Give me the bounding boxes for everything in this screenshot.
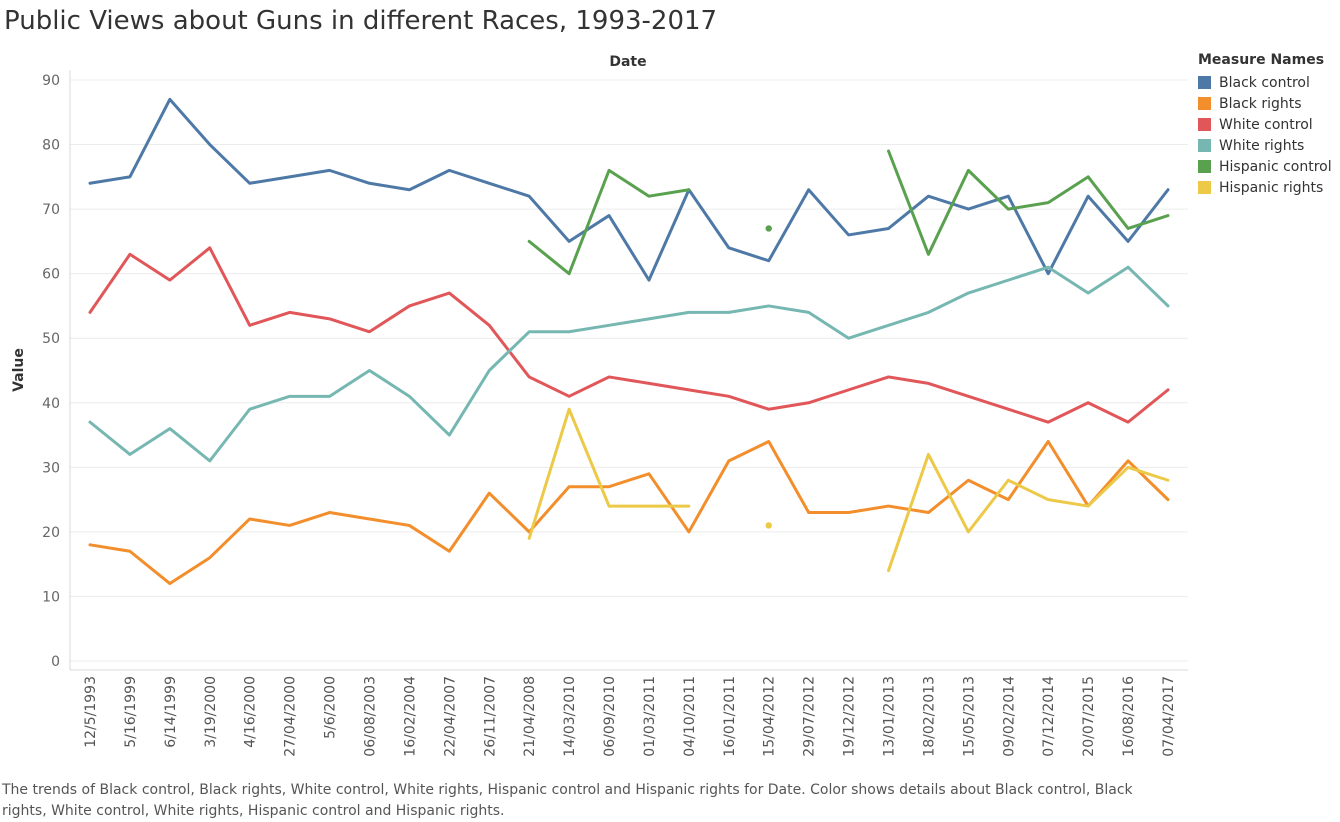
x-tick-labels: 12/5/1993 5/16/1999 6/14/1999 3/19/2000 4/16…: [83, 676, 1177, 757]
y-tick-label: 40: [42, 396, 60, 412]
legend-label: White rights: [1219, 137, 1305, 154]
gridlines: [70, 79, 1188, 662]
y-tick-label: 10: [42, 589, 60, 605]
x-tick-label: 18/02/2013: [921, 676, 937, 757]
x-tick-label: 14/03/2010: [562, 676, 578, 757]
legend-label: Hispanic control: [1219, 158, 1332, 175]
x-tick-label: 16/01/2011: [722, 676, 738, 757]
x-tick-label: 09/02/2014: [1001, 676, 1017, 757]
y-tick-label: 30: [42, 460, 60, 476]
legend-swatch: [1198, 76, 1211, 89]
series-lines: [88, 97, 1170, 586]
legend-label: White control: [1219, 116, 1313, 133]
x-tick-label: 5/6/2000: [323, 676, 339, 739]
legend-label: Black control: [1219, 74, 1310, 91]
x-tick-label: 5/16/1999: [123, 676, 139, 748]
legend-item-hispanic-rights[interactable]: Hispanic rights: [1198, 177, 1332, 198]
x-tick-label: 15/04/2012: [762, 676, 778, 757]
x-tick-label: 21/04/2008: [522, 676, 538, 757]
legend-title: Measure Names: [1198, 52, 1325, 68]
series-line-segment: [88, 265, 1170, 463]
x-tick-label: 01/03/2011: [642, 676, 658, 757]
chart-caption: The trends of Black control, Black right…: [2, 782, 1133, 819]
y-tick-label: 0: [51, 654, 60, 670]
legend-label: Hispanic rights: [1219, 179, 1324, 196]
x-tick-label: 12/5/1993: [83, 676, 99, 748]
legend-item-white-control[interactable]: White control: [1198, 114, 1332, 135]
series-line-segment: [88, 97, 1170, 282]
x-tick-label: 19/12/2012: [842, 676, 858, 757]
x-tick-label: 26/11/2007: [482, 676, 498, 757]
x-tick-label: 16/02/2004: [402, 676, 418, 757]
y-axis-title: Value: [11, 348, 27, 392]
x-tick-label: 22/04/2007: [442, 676, 458, 757]
x-tick-label: 20/07/2015: [1081, 676, 1097, 757]
legend-label: Black rights: [1219, 95, 1302, 112]
legend-swatch: [1198, 139, 1211, 152]
legend-item-hispanic-control[interactable]: Hispanic control: [1198, 156, 1332, 177]
series-line-segment: [887, 452, 1170, 573]
legend: Measure Names Black control Black rights…: [1198, 52, 1332, 198]
series-point: [765, 225, 772, 232]
legend-item-black-control[interactable]: Black control: [1198, 72, 1332, 93]
x-tick-label: 6/14/1999: [163, 676, 179, 748]
series-white-rights: [88, 265, 1170, 463]
series-hispanic-control: [527, 149, 1170, 276]
x-tick-label: 06/08/2003: [362, 676, 378, 757]
series-line-segment: [88, 440, 1170, 586]
x-tick-label: 07/04/2017: [1161, 676, 1177, 757]
y-tick-label: 60: [42, 267, 60, 283]
x-tick-label: 29/07/2012: [802, 676, 818, 757]
legend-item-white-rights[interactable]: White rights: [1198, 135, 1332, 156]
y-tick-label: 20: [42, 525, 60, 541]
line-chart: Date Value 0 10 20 30 40 50 60 70 80 90 12/5/1993…: [11, 54, 1188, 757]
series-black-rights: [88, 440, 1170, 586]
legend-item-black-rights[interactable]: Black rights: [1198, 93, 1332, 114]
x-tick-label: 04/10/2011: [682, 676, 698, 757]
y-tick-label: 80: [42, 138, 60, 154]
series-line-segment: [527, 407, 691, 540]
x-tick-label: 16/08/2016: [1121, 676, 1137, 757]
legend-swatch: [1198, 181, 1211, 194]
x-axis-title: Date: [609, 54, 646, 70]
y-tick-label: 70: [42, 202, 60, 218]
y-tick-label: 50: [42, 331, 60, 347]
series-line-segment: [887, 149, 1170, 256]
chart-title: Public Views about Guns in different Rac…: [4, 6, 718, 36]
series-line-segment: [527, 168, 691, 276]
x-tick-label: 13/01/2013: [882, 676, 898, 757]
legend-swatch: [1198, 118, 1211, 131]
axes: Date Value 0 10 20 30 40 50 60 70 80 90: [11, 54, 1188, 671]
legend-swatch: [1198, 160, 1211, 173]
series-line-segment: [88, 246, 1170, 424]
y-tick-label: 90: [42, 73, 60, 89]
x-tick-label: 3/19/2000: [203, 676, 219, 748]
x-tick-label: 15/05/2013: [961, 676, 977, 757]
x-tick-label: 27/04/2000: [283, 676, 299, 757]
series-black-control: [88, 97, 1170, 282]
legend-swatch: [1198, 97, 1211, 110]
series-point: [765, 522, 772, 529]
x-tick-label: 4/16/2000: [243, 676, 259, 748]
series-hispanic-rights: [527, 407, 1170, 573]
series-white-control: [88, 246, 1170, 424]
x-tick-label: 06/09/2010: [602, 676, 618, 757]
x-tick-label: 07/12/2014: [1041, 676, 1057, 757]
